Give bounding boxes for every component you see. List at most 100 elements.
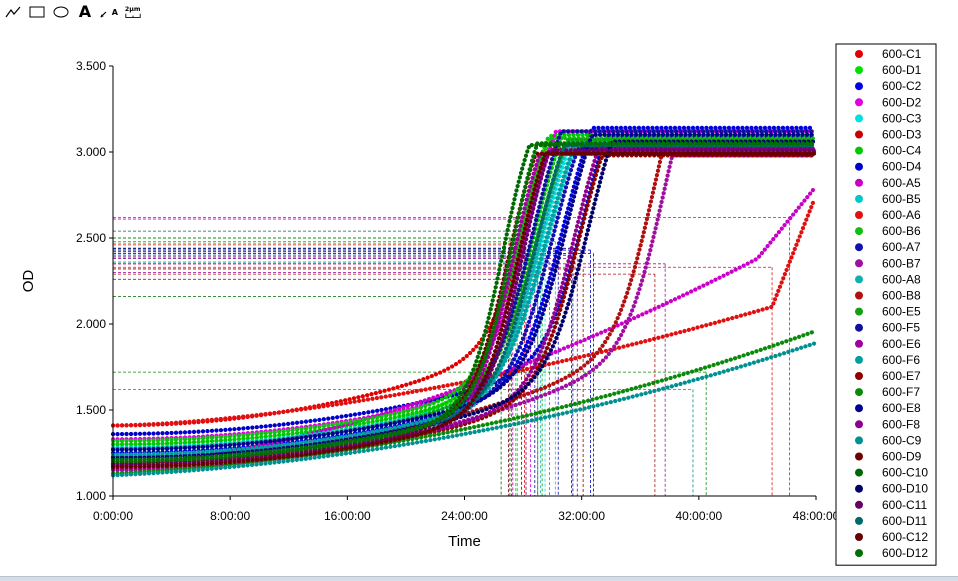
- legend-item: 600-C4: [855, 144, 922, 158]
- scale-bar-tool-icon[interactable]: 2µm: [124, 3, 142, 21]
- legend-marker: [855, 307, 863, 316]
- series-600-c11: [110, 148, 817, 468]
- legend-item: 600-F7: [855, 385, 920, 399]
- legend-item: 600-D3: [855, 128, 922, 142]
- legend-marker: [855, 130, 863, 139]
- series-points: [110, 329, 817, 476]
- legend-label: 600-D9: [882, 450, 922, 464]
- legend-marker: [855, 114, 863, 123]
- legend-item: 600-A6: [855, 208, 921, 222]
- legend-item: 600-D9: [855, 450, 922, 464]
- legend-label: 600-C3: [882, 111, 922, 125]
- series-600-b6: [110, 136, 817, 444]
- legend-item: 600-D1: [855, 63, 922, 77]
- legend-item: 600-A5: [855, 176, 921, 190]
- legend-marker: [855, 211, 863, 219]
- x-axis-title: Time: [448, 533, 481, 550]
- legend-marker: [855, 533, 863, 541]
- legend-label: 600-C10: [882, 466, 928, 480]
- y-tick-label: 3.500: [76, 59, 106, 73]
- legend-item: 600-E5: [855, 305, 921, 319]
- legend-label: 600-A8: [882, 272, 921, 286]
- legend-marker: [855, 468, 863, 477]
- y-tick-label: 3.000: [76, 145, 106, 159]
- legend-marker: [855, 355, 863, 364]
- legend-item: 600-C1: [855, 47, 922, 61]
- legend-item: 600-E7: [855, 369, 921, 383]
- legend-marker: [855, 194, 863, 203]
- legend-item: 600-C3: [855, 111, 922, 125]
- legend-marker: [855, 66, 863, 75]
- legend-label: 600-D1: [882, 63, 922, 77]
- scale-bar-label: 2µm: [125, 6, 141, 13]
- legend-label: 600-A7: [882, 240, 921, 254]
- series-600-f6: [110, 141, 817, 457]
- legend-item: 600-E8: [855, 401, 921, 415]
- legend-label: 600-F8: [882, 417, 920, 431]
- legend-item: 600-C12: [855, 530, 928, 544]
- series-points: [110, 341, 817, 478]
- series-points: [110, 141, 817, 462]
- legend-marker: [855, 452, 863, 461]
- series-points: [110, 151, 817, 469]
- legend-label: 600-B8: [882, 289, 921, 303]
- series-layer: [110, 125, 817, 478]
- legend-label: 600-A5: [882, 176, 921, 190]
- legend-item: 600-A7: [855, 240, 921, 254]
- legend-label: 600-D10: [882, 482, 928, 496]
- legend-marker: [855, 178, 863, 187]
- legend-marker: [855, 516, 863, 525]
- legend-label: 600-D4: [882, 160, 922, 174]
- series-points: [110, 148, 817, 468]
- legend-label: 600-B6: [882, 224, 921, 238]
- arrow-text-tool-icon[interactable]: A: [100, 3, 118, 21]
- legend-label: 600-D11: [882, 514, 927, 528]
- line-tool-icon[interactable]: [4, 3, 22, 21]
- legend-marker: [855, 388, 863, 397]
- legend-item: 600-C9: [855, 433, 922, 447]
- legend-item: 600-D4: [855, 160, 922, 174]
- legend-item: 600-F8: [855, 417, 920, 431]
- legend-marker: [855, 243, 863, 252]
- rectangle-tool-icon[interactable]: [28, 3, 46, 21]
- legend-marker: [855, 275, 863, 284]
- legend-marker: [855, 291, 863, 300]
- legend-label: 600-E6: [882, 337, 921, 351]
- legend-marker: [855, 339, 863, 348]
- x-tick-label: 0:00:00: [93, 509, 133, 523]
- legend-marker: [855, 404, 863, 413]
- legend-item: 600-F5: [855, 321, 920, 335]
- y-tick-label: 2.500: [76, 231, 106, 245]
- series-600-c12: [110, 151, 817, 469]
- series-points: [110, 132, 817, 452]
- legend-marker: [855, 323, 863, 332]
- legend-marker: [855, 227, 863, 236]
- legend-label: 600-A6: [882, 208, 921, 222]
- legend-item: 600-D10: [855, 482, 928, 496]
- legend-item: 600-D11: [855, 514, 927, 528]
- x-tick-label: 16:00:00: [324, 509, 371, 523]
- legend-item: 600-E6: [855, 337, 921, 351]
- legend-label: 600-F7: [882, 385, 920, 399]
- legend-item: 600-F6: [855, 353, 920, 367]
- legend-marker: [855, 50, 863, 58]
- legend-label: 600-C9: [882, 433, 922, 447]
- x-tick-label: 48:00:00: [793, 509, 840, 523]
- legend-label: 600-B5: [882, 192, 921, 206]
- ellipse-tool-icon[interactable]: [52, 3, 70, 21]
- legend-marker: [855, 420, 863, 429]
- series-points: [110, 136, 817, 444]
- annotation-toolbar: A A 2µm: [0, 0, 958, 24]
- legend-label: 600-C1: [882, 47, 922, 61]
- text-tool-icon[interactable]: A: [78, 2, 92, 21]
- legend-item: 600-C11: [855, 498, 927, 512]
- legend-label: 600-C2: [882, 79, 922, 93]
- legend-marker: [855, 436, 863, 445]
- legend-item: 600-C10: [855, 466, 928, 480]
- legend-marker: [855, 259, 863, 268]
- legend-marker: [855, 484, 863, 493]
- legend-item: 600-D2: [855, 95, 922, 109]
- legend-label: 600-C11: [882, 498, 927, 512]
- legend-item: 600-B5: [855, 192, 921, 206]
